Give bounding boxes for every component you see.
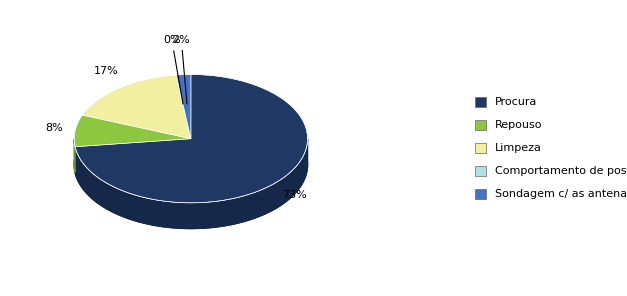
Legend: Procura, Repouso, Limpeza, Comportamento de postura, Sondagem c/ as antenas: Procura, Repouso, Limpeza, Comportamento… — [475, 96, 627, 200]
Polygon shape — [74, 115, 191, 147]
Polygon shape — [74, 115, 191, 147]
Text: 17%: 17% — [94, 66, 119, 76]
Polygon shape — [82, 75, 191, 139]
Polygon shape — [75, 75, 307, 203]
Text: 2%: 2% — [172, 35, 190, 104]
Polygon shape — [176, 75, 191, 139]
Polygon shape — [176, 75, 191, 139]
Text: 0%: 0% — [163, 35, 183, 104]
Polygon shape — [75, 75, 307, 203]
Polygon shape — [75, 139, 307, 229]
Text: 73%: 73% — [282, 190, 307, 200]
Polygon shape — [82, 75, 191, 139]
Polygon shape — [176, 75, 191, 139]
Text: 8%: 8% — [45, 123, 63, 133]
Polygon shape — [74, 100, 308, 229]
Polygon shape — [176, 75, 191, 139]
Polygon shape — [74, 139, 75, 172]
